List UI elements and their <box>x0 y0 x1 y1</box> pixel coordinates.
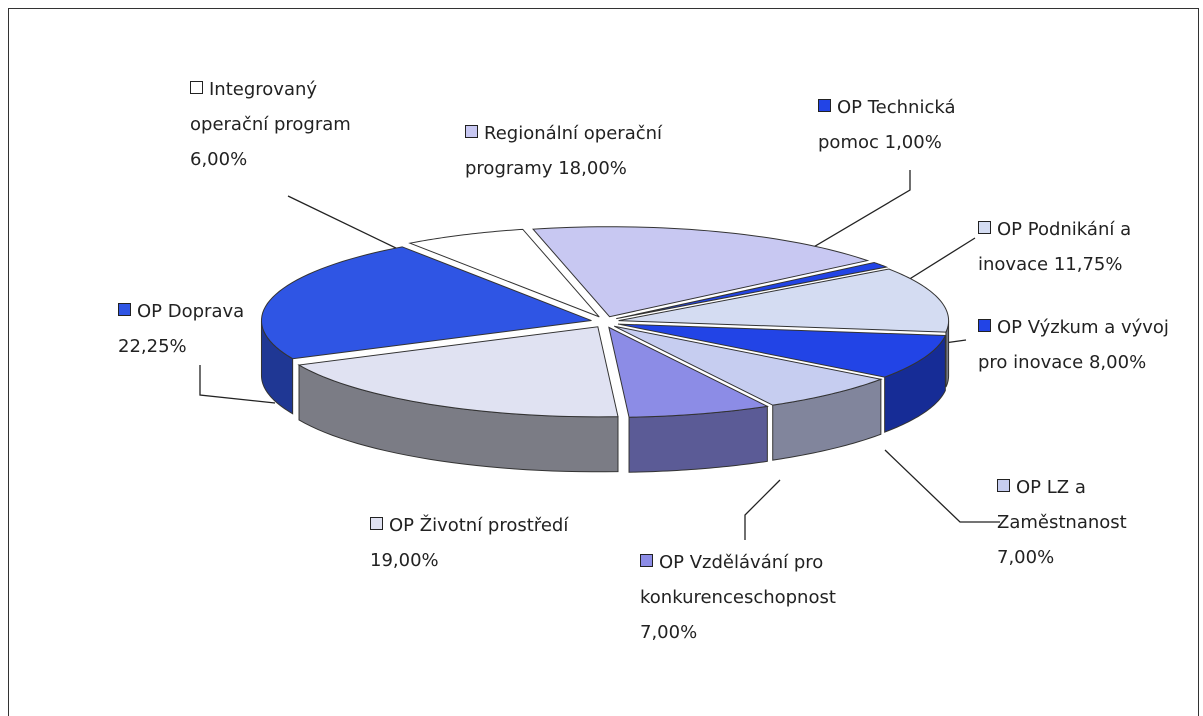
legend-swatch <box>978 221 991 234</box>
value-label: 1,00% <box>884 132 942 153</box>
frame <box>8 8 1199 716</box>
category-label: OP Podnikání a inovace <box>978 219 1132 275</box>
data-label: OP Vzdělávání pro konkurenceschopnost 7,… <box>640 545 860 650</box>
slice <box>532 226 870 318</box>
value-label: 7,00% <box>640 622 698 643</box>
value-label: 11,75% <box>1053 254 1123 275</box>
legend-swatch <box>118 303 131 316</box>
slice <box>614 325 883 406</box>
category-label: Regionální operační programy <box>465 123 663 179</box>
value-label: 18,00% <box>558 158 627 179</box>
category-label: OP Technická pomoc <box>818 97 956 153</box>
data-label: OP LZ a Zaměstnanost 7,00% <box>997 470 1172 575</box>
data-label: OP Výzkum a vývoj pro inovace 8,00% <box>978 310 1203 380</box>
value-label: 7,00% <box>997 547 1055 568</box>
legend-swatch <box>370 517 383 530</box>
slice <box>408 228 600 318</box>
category-label: OP Životní prostředí <box>389 515 569 536</box>
category-label: OP LZ a Zaměstnanost <box>997 477 1127 533</box>
data-label: OP Životní prostředí 19,00% <box>370 508 600 578</box>
legend-swatch <box>978 319 991 332</box>
slice <box>618 268 950 333</box>
slice <box>297 326 619 418</box>
slice <box>616 261 889 320</box>
legend-swatch <box>465 125 478 138</box>
value-label: 19,00% <box>370 550 439 571</box>
legend-swatch <box>190 81 203 94</box>
value-label: 22,25% <box>118 336 187 357</box>
category-label: OP Doprava <box>137 301 245 322</box>
slices <box>260 226 950 473</box>
value-label: 6,00% <box>190 149 248 170</box>
legend-swatch <box>997 479 1010 492</box>
data-label: Integrovaný operační program 6,00% <box>190 72 365 177</box>
data-label: OP Podnikání a inovace 11,75% <box>978 212 1193 282</box>
slice <box>617 323 947 378</box>
category-label: Integrovaný operační program <box>190 79 351 135</box>
legend-swatch <box>818 99 831 112</box>
legend-swatch <box>640 554 653 567</box>
data-label: OP Doprava 22,25% <box>118 294 293 364</box>
category-label: OP Výzkum a vývoj pro inovace <box>978 317 1169 373</box>
value-label: 8,00% <box>1088 352 1147 373</box>
data-label: Regionální operační programy 18,00% <box>465 116 700 186</box>
slice <box>608 326 770 418</box>
category-label: OP Vzdělávání pro konkurenceschopnost <box>640 552 836 608</box>
slice <box>261 246 592 360</box>
data-label: OP Technická pomoc 1,00% <box>818 90 1008 160</box>
